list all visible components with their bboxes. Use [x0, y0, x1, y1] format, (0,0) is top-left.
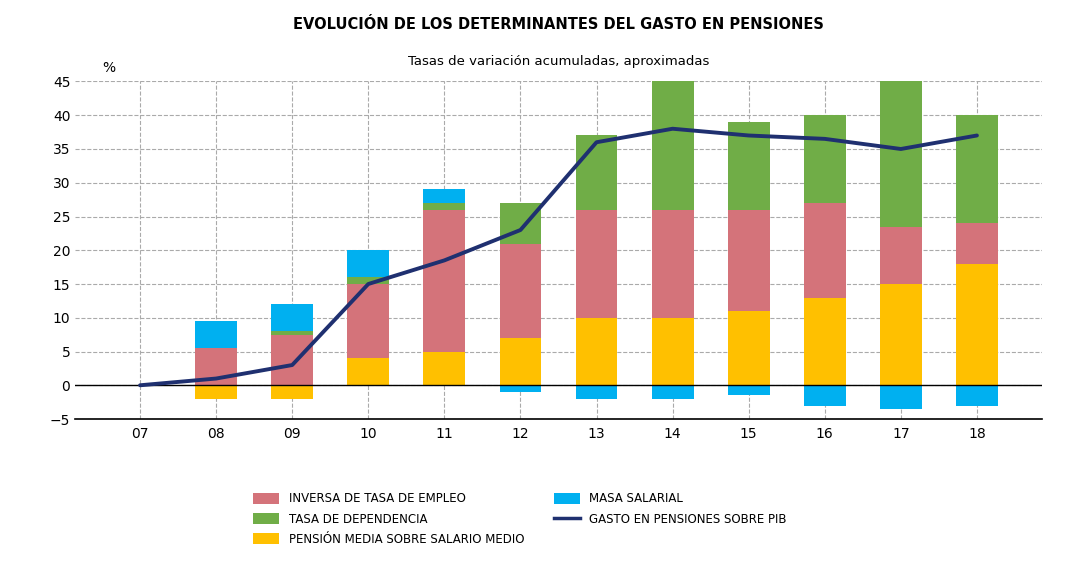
- Bar: [347, 250, 389, 277]
- Bar: [499, 203, 541, 243]
- Bar: [195, 385, 237, 399]
- Bar: [956, 264, 998, 385]
- Bar: [347, 277, 389, 284]
- Text: EVOLUCIÓN DE LOS DETERMINANTES DEL GASTO EN PENSIONES: EVOLUCIÓN DE LOS DETERMINANTES DEL GASTO…: [293, 17, 824, 33]
- Bar: [195, 321, 237, 348]
- Bar: [576, 136, 618, 210]
- Bar: [272, 385, 314, 399]
- Bar: [803, 385, 845, 406]
- Text: Tasas de variación acumuladas, aproximadas: Tasas de variación acumuladas, aproximad…: [408, 55, 709, 68]
- Bar: [803, 297, 845, 385]
- Legend: INVERSA DE TASA DE EMPLEO, TASA DE DEPENDENCIA, PENSIÓN MEDIA SOBRE SALARIO MEDI: INVERSA DE TASA DE EMPLEO, TASA DE DEPEN…: [253, 492, 786, 545]
- Bar: [195, 348, 237, 385]
- Bar: [803, 203, 845, 297]
- Bar: [652, 385, 694, 399]
- Bar: [576, 210, 618, 318]
- Bar: [423, 190, 465, 203]
- Bar: [423, 210, 465, 352]
- Bar: [956, 115, 998, 223]
- Bar: [347, 284, 389, 359]
- Bar: [347, 359, 389, 385]
- Bar: [728, 210, 770, 311]
- Bar: [272, 331, 314, 335]
- Bar: [499, 338, 541, 385]
- Bar: [880, 226, 921, 284]
- Bar: [956, 385, 998, 406]
- Bar: [728, 311, 770, 385]
- Bar: [423, 203, 465, 210]
- Bar: [880, 78, 921, 226]
- Bar: [576, 385, 618, 399]
- Bar: [803, 115, 845, 203]
- Bar: [272, 335, 314, 385]
- Bar: [652, 210, 694, 318]
- Text: %: %: [102, 61, 115, 74]
- Bar: [956, 223, 998, 264]
- Bar: [652, 68, 694, 210]
- Bar: [499, 243, 541, 338]
- Bar: [423, 352, 465, 385]
- Bar: [880, 385, 921, 409]
- Bar: [499, 385, 541, 392]
- Bar: [652, 318, 694, 385]
- Bar: [728, 385, 770, 395]
- Bar: [728, 122, 770, 210]
- Bar: [576, 318, 618, 385]
- Bar: [880, 284, 921, 385]
- Bar: [272, 304, 314, 331]
